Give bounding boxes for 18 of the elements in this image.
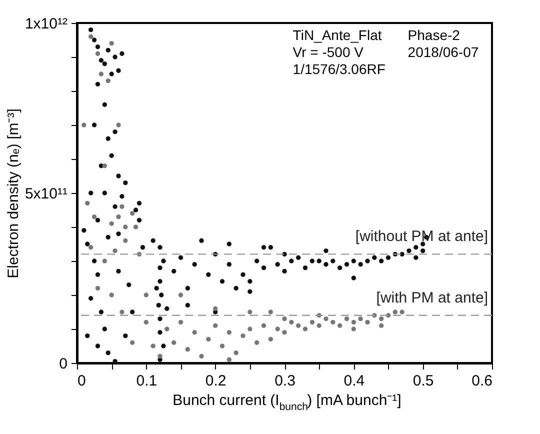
ref-line-label: [without PM at ante] [355,228,488,246]
annotation: Phase-2 [408,27,460,43]
x-tick-label: 0.4 [344,372,365,390]
y-tick-label: 5x10¹¹ [24,186,68,202]
ref-line-label: [with PM at ante] [376,289,488,306]
y-tick-label: 0 [59,356,68,372]
x-tick-label: 0.5 [412,372,434,390]
x-tick-label: 0.3 [274,372,296,390]
y-tick-label: 1x10¹² [24,16,68,32]
annotation: TiN_Ante_Flat [292,27,382,43]
x-tick-label: 0.1 [136,372,158,390]
annotation: Vr = -500 V [292,44,364,60]
x-tick-label: 0.6 [472,372,492,390]
annotation: 1/1576/3.06RF [292,61,386,77]
annotation: 2018/06-07 [408,44,479,60]
x-tick-label: 0.2 [205,372,226,390]
x-tick-label: 0 [78,372,86,390]
y-axis-title: Electron density (nₑ) [m⁻³] [4,108,22,278]
